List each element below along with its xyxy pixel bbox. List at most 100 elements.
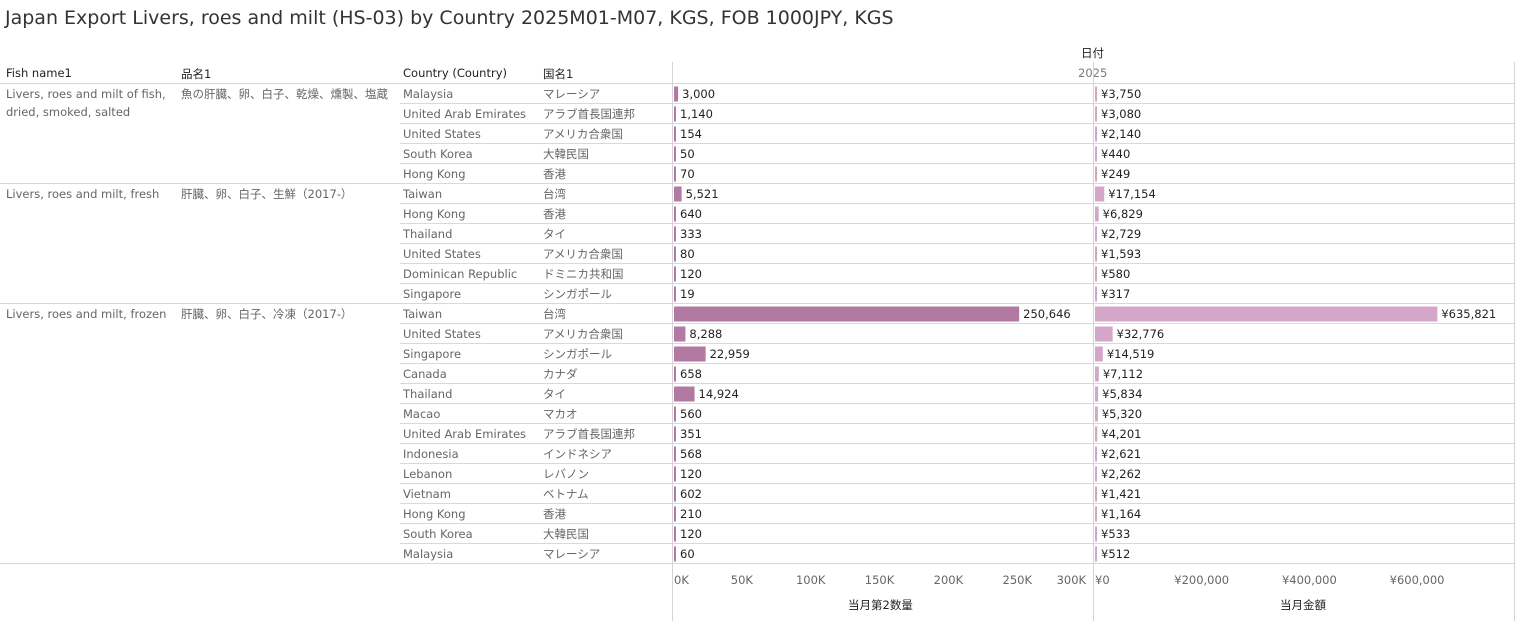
- value-bar[interactable]: [1095, 346, 1103, 362]
- qty-bar[interactable]: [674, 166, 676, 182]
- value-data-label: ¥512: [1101, 547, 1130, 561]
- value-data-label: ¥7,112: [1103, 367, 1143, 381]
- kokumei-cell: ドミニカ共和国: [543, 267, 624, 281]
- qty-bar[interactable]: [674, 366, 676, 382]
- value-data-label: ¥3,080: [1101, 107, 1141, 121]
- qty-bar[interactable]: [674, 106, 676, 122]
- value-data-label: ¥2,729: [1101, 227, 1141, 241]
- qty-data-label: 120: [680, 527, 702, 541]
- qty-data-label: 568: [680, 447, 702, 461]
- qty-bar[interactable]: [674, 266, 676, 282]
- qty-axis-tick: 300K: [1057, 573, 1087, 587]
- kokumei-cell: 台湾: [543, 187, 566, 201]
- page-title: Japan Export Livers, roes and milt (HS-0…: [5, 7, 894, 29]
- value-bar[interactable]: [1095, 306, 1438, 322]
- value-bar[interactable]: [1095, 246, 1097, 262]
- value-data-label: ¥635,821: [1441, 307, 1496, 321]
- country-cell: South Korea: [403, 527, 473, 541]
- qty-bar[interactable]: [674, 306, 1020, 322]
- value-bar[interactable]: [1095, 466, 1097, 482]
- value-bar[interactable]: [1095, 326, 1113, 342]
- value-bar[interactable]: [1095, 86, 1098, 102]
- value-data-label: ¥1,593: [1101, 247, 1141, 261]
- qty-data-label: 602: [680, 487, 702, 501]
- kokumei-cell: シンガポール: [543, 287, 612, 301]
- qty-bar[interactable]: [674, 86, 679, 102]
- qty-axis-tick: 0K: [674, 573, 689, 587]
- value-bar[interactable]: [1095, 486, 1097, 502]
- country-cell: United States: [403, 247, 481, 261]
- value-bar[interactable]: [1095, 146, 1097, 162]
- fish-name-header[interactable]: Fish name1: [6, 66, 72, 80]
- value-bar[interactable]: [1095, 226, 1097, 242]
- country-cell: Taiwan: [403, 187, 443, 201]
- value-bar[interactable]: [1095, 286, 1097, 302]
- qty-bar[interactable]: [674, 226, 676, 242]
- qty-bar[interactable]: [674, 486, 676, 502]
- qty-bar[interactable]: [674, 286, 676, 302]
- value-bar[interactable]: [1095, 406, 1098, 422]
- value-bar[interactable]: [1095, 206, 1099, 222]
- value-data-label: ¥6,829: [1103, 207, 1143, 221]
- value-bar[interactable]: [1095, 126, 1097, 142]
- kokumei-cell: アメリカ合衆国: [543, 327, 623, 341]
- value-axis-tick: ¥400,000: [1282, 573, 1337, 587]
- hinmei-header[interactable]: 品名1: [181, 67, 212, 81]
- kokumei-cell: マレーシア: [543, 87, 601, 101]
- value-data-label: ¥3,750: [1101, 87, 1141, 101]
- country-cell: Singapore: [403, 287, 462, 301]
- kokumei-cell: タイ: [543, 387, 566, 401]
- value-bar[interactable]: [1095, 526, 1097, 542]
- value-bar[interactable]: [1095, 386, 1099, 402]
- value-bar[interactable]: [1095, 106, 1097, 122]
- qty-bar[interactable]: [674, 386, 695, 402]
- row-divider: [400, 143, 1514, 144]
- country-cell: United States: [403, 327, 481, 341]
- qty-bar[interactable]: [674, 466, 676, 482]
- country-cell: South Korea: [403, 147, 473, 161]
- kokumei-cell: アメリカ合衆国: [543, 127, 623, 141]
- qty-bar[interactable]: [674, 506, 676, 522]
- kokumei-cell: 香港: [543, 507, 566, 521]
- qty-bar[interactable]: [674, 426, 676, 442]
- qty-bar[interactable]: [674, 406, 676, 422]
- value-bar[interactable]: [1095, 166, 1097, 182]
- country-cell: Singapore: [403, 347, 462, 361]
- group-divider: [0, 183, 1514, 184]
- qty-bar[interactable]: [674, 186, 682, 202]
- group-fish-name: Livers, roes and milt of fish, dried, sm…: [6, 87, 166, 119]
- country-cell: United Arab Emirates: [403, 427, 527, 441]
- country-cell: Thailand: [403, 227, 453, 241]
- value-data-label: ¥32,776: [1117, 327, 1165, 341]
- kokumei-cell: マカオ: [543, 407, 578, 421]
- qty-bar[interactable]: [674, 146, 676, 162]
- year-header: 2025: [1078, 66, 1107, 80]
- kokumei-cell: シンガポール: [543, 347, 612, 361]
- kokumei-cell: レバノン: [543, 467, 589, 481]
- qty-bar[interactable]: [674, 246, 676, 262]
- kokumei-header[interactable]: 国名1: [543, 67, 574, 81]
- value-bar[interactable]: [1095, 426, 1098, 442]
- qty-bar[interactable]: [674, 546, 676, 562]
- value-bar[interactable]: [1095, 446, 1097, 462]
- value-axis-tick: ¥600,000: [1390, 573, 1445, 587]
- value-data-label: ¥317: [1101, 287, 1130, 301]
- qty-data-label: 210: [680, 507, 702, 521]
- value-bar[interactable]: [1095, 546, 1097, 562]
- qty-bar[interactable]: [674, 446, 676, 462]
- value-bar[interactable]: [1095, 366, 1099, 382]
- row-divider: [400, 483, 1514, 484]
- qty-bar[interactable]: [674, 126, 676, 142]
- country-header[interactable]: Country (Country): [403, 66, 507, 80]
- qty-bar[interactable]: [674, 326, 686, 342]
- group-hinmei: 肝臓、卵、白子、冷凍（2017-）: [181, 307, 353, 321]
- value-bar[interactable]: [1095, 186, 1105, 202]
- qty-bar[interactable]: [674, 346, 706, 362]
- qty-bar[interactable]: [674, 206, 676, 222]
- value-bar[interactable]: [1095, 266, 1097, 282]
- value-bar[interactable]: [1095, 506, 1097, 522]
- kokumei-cell: 大韓民国: [543, 527, 589, 541]
- country-cell: Vietnam: [403, 487, 451, 501]
- qty-bar[interactable]: [674, 526, 676, 542]
- group-hinmei: 肝臓、卵、白子、生鮮（2017-）: [181, 187, 353, 201]
